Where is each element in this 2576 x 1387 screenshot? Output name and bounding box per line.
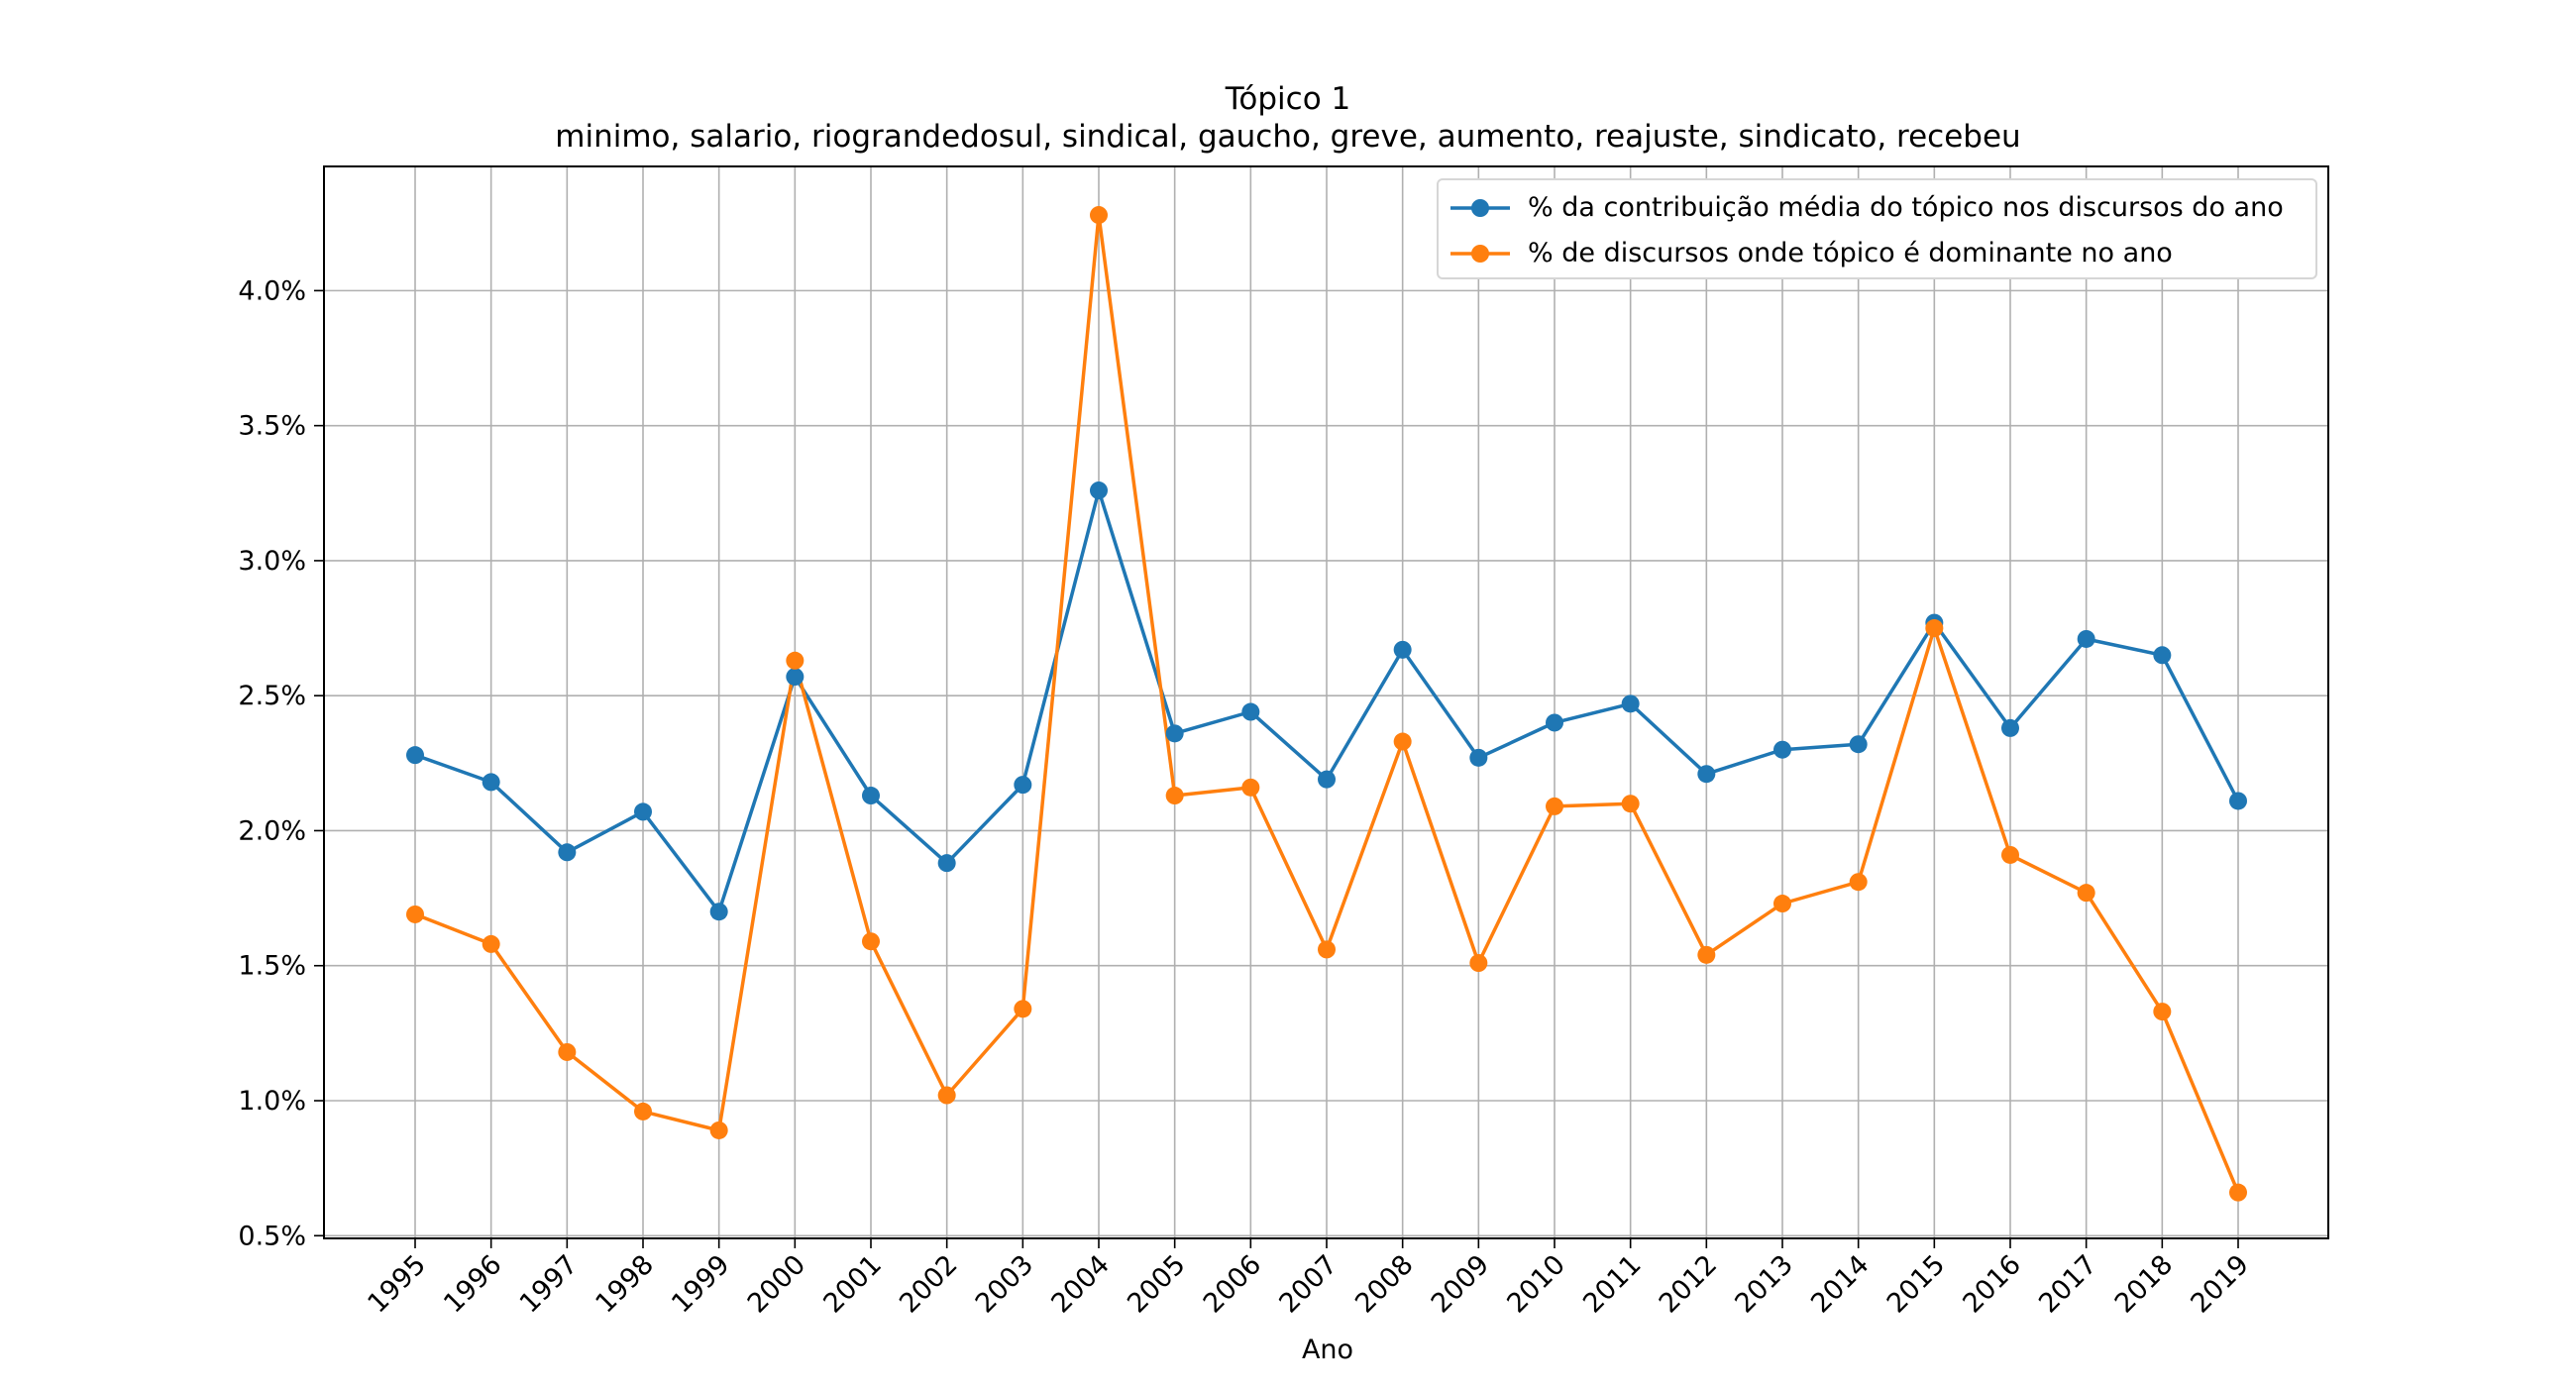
legend-swatch-orange xyxy=(1450,245,1510,263)
x-axis-label: Ano xyxy=(1301,1334,1354,1365)
y-tick-label: 1.5% xyxy=(238,951,306,982)
axis-ticks xyxy=(314,289,2239,1248)
x-tick-label: 1998 xyxy=(590,1249,660,1320)
x-tick-label: 2004 xyxy=(1045,1249,1116,1320)
data-point xyxy=(2001,845,2019,864)
y-tick-label: 2.5% xyxy=(238,681,306,711)
data-point xyxy=(1621,694,1640,713)
data-point xyxy=(786,668,805,687)
x-tick-label: 2002 xyxy=(894,1249,964,1320)
x-tick-label: 1997 xyxy=(514,1249,585,1320)
data-point xyxy=(1090,481,1108,500)
data-point xyxy=(1469,954,1488,973)
y-tick-label: 0.5% xyxy=(238,1221,306,1251)
data-point xyxy=(1393,640,1412,659)
data-point xyxy=(634,1102,652,1120)
x-tick-label: 2016 xyxy=(1957,1249,2027,1320)
tick-labels: 1995 1996 1997 1998 1999 2000 2001 2002 2003 2004… xyxy=(238,275,2255,1319)
x-tick-label: 2015 xyxy=(1881,1249,1952,1320)
x-tick-label: 1995 xyxy=(362,1249,432,1320)
data-point xyxy=(1014,1000,1032,1018)
data-point xyxy=(2077,629,2095,648)
x-tick-label: 2003 xyxy=(970,1249,1040,1320)
data-point xyxy=(1393,732,1412,751)
x-tick-label: 2001 xyxy=(817,1249,888,1320)
data-point xyxy=(1318,770,1336,789)
x-tick-label: 2005 xyxy=(1122,1249,1192,1320)
data-point xyxy=(2077,884,2095,903)
data-point xyxy=(1925,619,1944,638)
data-point xyxy=(2153,1003,2172,1021)
series-markers xyxy=(406,206,2247,1202)
y-tick-label: 1.0% xyxy=(238,1086,306,1117)
data-point xyxy=(1773,895,1791,913)
data-point xyxy=(2229,792,2247,810)
data-point xyxy=(634,802,652,821)
y-tick-label: 3.5% xyxy=(238,411,306,442)
chart-subtitle: minimo, salario, riograndedosul, sindica… xyxy=(555,119,2021,155)
data-point xyxy=(482,773,500,792)
chart-title: Tópico 1 xyxy=(1225,81,1351,117)
data-point xyxy=(1241,702,1260,721)
legend: % da contribuição média do tópico nos di… xyxy=(1437,178,2317,279)
x-tick-label: 2000 xyxy=(742,1249,812,1320)
data-point xyxy=(1849,873,1868,892)
x-tick-label: 2013 xyxy=(1729,1249,1799,1320)
x-tick-label: 2017 xyxy=(2033,1249,2103,1320)
x-tick-label: 2006 xyxy=(1198,1249,1268,1320)
data-point xyxy=(1165,787,1184,805)
data-point xyxy=(558,1042,577,1061)
data-point xyxy=(937,1086,956,1105)
legend-label: % de discursos onde tópico é dominante n… xyxy=(1528,238,2173,268)
data-point xyxy=(862,787,880,805)
x-tick-label: 1996 xyxy=(438,1249,508,1320)
x-tick-label: 2010 xyxy=(1501,1249,1571,1320)
x-tick-label: 2019 xyxy=(2185,1249,2255,1320)
data-point xyxy=(406,905,424,923)
data-point xyxy=(1090,206,1108,225)
data-point xyxy=(482,934,500,953)
data-point xyxy=(1469,748,1488,767)
data-point xyxy=(1014,776,1032,795)
legend-item-contribuicao: % da contribuição média do tópico nos di… xyxy=(1439,188,2315,228)
data-point xyxy=(2001,718,2019,737)
legend-swatch-blue xyxy=(1450,199,1510,217)
legend-item-dominante: % de discursos onde tópico é dominante n… xyxy=(1439,234,2315,273)
x-tick-label: 2014 xyxy=(1805,1249,1876,1320)
data-point xyxy=(1546,713,1563,732)
data-point xyxy=(1165,724,1184,743)
data-point xyxy=(709,1120,728,1139)
data-point xyxy=(2153,646,2172,665)
data-point xyxy=(1318,940,1336,959)
data-point xyxy=(1621,795,1640,813)
y-tick-label: 3.0% xyxy=(238,546,306,577)
data-point xyxy=(558,843,577,862)
x-tick-label: 2008 xyxy=(1349,1249,1420,1320)
data-point xyxy=(406,746,424,765)
data-point xyxy=(1697,765,1716,784)
data-point xyxy=(937,854,956,873)
data-point xyxy=(862,932,880,951)
y-tick-label: 2.0% xyxy=(238,815,306,846)
x-tick-label: 2011 xyxy=(1577,1249,1648,1320)
x-tick-label: 2009 xyxy=(1426,1249,1496,1320)
x-tick-label: 2018 xyxy=(2109,1249,2180,1320)
data-point xyxy=(1773,740,1791,759)
data-point xyxy=(1697,945,1716,964)
data-point xyxy=(1546,797,1563,815)
data-point xyxy=(1241,778,1260,797)
data-point xyxy=(1849,735,1868,754)
y-tick-label: 4.0% xyxy=(238,275,306,306)
data-point xyxy=(786,651,805,670)
x-tick-label: 1999 xyxy=(666,1249,736,1320)
x-tick-label: 2007 xyxy=(1273,1249,1343,1320)
data-point xyxy=(2229,1183,2247,1202)
data-point xyxy=(709,903,728,921)
legend-label: % da contribuição média do tópico nos di… xyxy=(1528,192,2284,223)
grid-lines xyxy=(324,166,2328,1238)
x-tick-label: 2012 xyxy=(1654,1249,1724,1320)
